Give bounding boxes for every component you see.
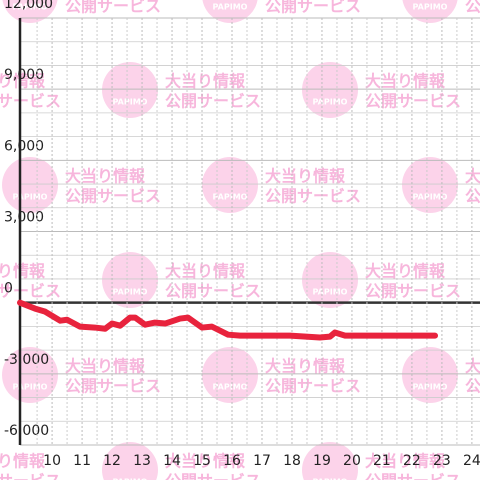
watermark-text: 公開サービス [0, 282, 61, 301]
watermark-text: 大当り情報 [0, 262, 46, 281]
watermark-logo [102, 442, 158, 480]
watermark-logo-text: PAPIMO [13, 3, 48, 12]
watermark-logo-text: PAPIMO [313, 288, 348, 297]
watermark-text: 大当り情報 [165, 262, 246, 281]
x-tick-label: 22 [403, 453, 421, 469]
x-tick-label: 15 [193, 453, 211, 469]
watermark-logo [402, 347, 458, 403]
watermark-logo-text: PAPIMO [413, 193, 448, 202]
watermark-logo [302, 62, 358, 118]
x-tick-label: 16 [223, 453, 241, 469]
watermark-logo-text: PAPIMO [213, 3, 248, 12]
watermark-text: 大当り情報 [365, 72, 446, 91]
watermark-text: 公開サービス [65, 377, 161, 396]
watermark-text: 大当り情報 [465, 357, 480, 376]
watermark-text: 公開サービス [165, 472, 261, 480]
watermark-text: 公開サービス [265, 187, 361, 206]
watermark-text: 公開サービス [65, 187, 161, 206]
line [17, 299, 439, 341]
watermark-logo [202, 0, 258, 23]
y-tick-label: 3,000 [4, 210, 44, 226]
watermark-logo [202, 347, 258, 403]
plot [17, 299, 439, 341]
watermark-logo-text: PAPIMO [413, 3, 448, 12]
watermark-text: 公開サービス [0, 472, 61, 480]
watermark-text: 大当り情報 [0, 72, 46, 91]
watermark-logo [402, 157, 458, 213]
watermark-text: 大当り情報 [165, 452, 246, 471]
watermark-logo-text: PAPIMO [313, 478, 348, 480]
y-tick-label: 6,000 [4, 138, 44, 154]
watermark-text: 公開サービス [265, 0, 361, 16]
x-tick-label: 18 [283, 453, 301, 469]
watermark-text: 大当り情報 [165, 72, 246, 91]
watermark-text: 公開サービス [165, 282, 261, 301]
watermark-text: 大当り情報 [365, 452, 446, 471]
x-tick-label: 14 [163, 453, 181, 469]
watermark-logo-text: PAPIMO [213, 383, 248, 392]
watermark-text: 公開サービス [465, 377, 480, 396]
watermark-logo [2, 347, 58, 403]
watermark-text: 大当り情報 [0, 452, 46, 471]
watermark-text: 大当り情報 [365, 262, 446, 281]
x-tick-label: 24 [463, 453, 480, 469]
watermark-logo [102, 252, 158, 308]
x-tick-label: 20 [343, 453, 361, 469]
x-tick-label: 19 [313, 453, 331, 469]
y-tick-label: 0 [4, 281, 13, 297]
y-tick-label: -6,000 [4, 423, 49, 439]
x-tick-label: 17 [253, 453, 271, 469]
watermark-text: 公開サービス [465, 0, 480, 16]
watermark-logo [402, 0, 458, 23]
watermark-logo-text: PAPIMO [13, 193, 48, 202]
y-tick-label: 12,000 [4, 0, 53, 12]
watermark-logo [102, 62, 158, 118]
x-tick-label: 13 [133, 453, 151, 469]
watermark-text: 大当り情報 [65, 357, 146, 376]
watermark-text: 公開サービス [165, 92, 261, 111]
watermark-text: 公開サービス [265, 377, 361, 396]
watermark-logo [302, 442, 358, 480]
watermark-text: 大当り情報 [265, 357, 346, 376]
watermark-text: 公開サービス [465, 187, 480, 206]
watermark-text: 公開サービス [65, 0, 161, 16]
watermark-logo [302, 252, 358, 308]
watermark-logo-text: PAPIMO [113, 478, 148, 480]
watermark-logo [2, 157, 58, 213]
watermark-logo [202, 157, 258, 213]
x-tick-label: 11 [73, 453, 91, 469]
watermark-text: 大当り情報 [465, 167, 480, 186]
watermark-text: 公開サービス [0, 92, 61, 111]
watermark-text: 公開サービス [365, 92, 461, 111]
watermark-logo-text: PAPIMO [313, 98, 348, 107]
watermark-logo [2, 0, 58, 23]
grid: -6,000 -3,000 0 3,000 6,000 9,000 12,000 10 11 12… [4, 0, 480, 469]
watermark-text: 公開サービス [365, 282, 461, 301]
watermark-logo-text: PAPIMO [113, 288, 148, 297]
watermark-logo-text: PAPIMO [113, 98, 148, 107]
watermark-logo-text: PAPIMO [213, 193, 248, 202]
y-tick-label: 9,000 [4, 67, 44, 83]
watermark-text: 大当り情報 [265, 167, 346, 186]
watermark-text: 大当り情報 [65, 167, 146, 186]
watermark-text: 公開サービス [365, 472, 461, 480]
x-tick-label: 10 [43, 453, 61, 469]
x-tick-label: 21 [373, 453, 391, 469]
y-tick-label: -3,000 [4, 352, 49, 368]
x-tick-label: 23 [433, 453, 451, 469]
x-tick-label: 12 [103, 453, 121, 469]
watermark-logo-text: PAPIMO [13, 383, 48, 392]
watermark-logo-text: PAPIMO [413, 383, 448, 392]
